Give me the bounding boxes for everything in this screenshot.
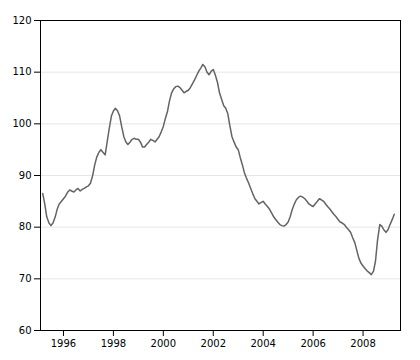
svg-text:1996: 1996 (51, 338, 76, 349)
svg-text:60: 60 (19, 325, 32, 336)
svg-text:70: 70 (19, 273, 32, 284)
svg-text:2002: 2002 (201, 338, 226, 349)
svg-text:2006: 2006 (300, 338, 325, 349)
svg-text:2004: 2004 (250, 338, 275, 349)
svg-text:110: 110 (12, 66, 31, 77)
svg-text:1998: 1998 (101, 338, 126, 349)
svg-text:2000: 2000 (151, 338, 176, 349)
svg-text:2008: 2008 (350, 338, 375, 349)
svg-text:90: 90 (19, 170, 32, 181)
svg-text:120: 120 (12, 15, 31, 26)
svg-text:80: 80 (19, 221, 32, 232)
svg-text:100: 100 (12, 118, 31, 129)
